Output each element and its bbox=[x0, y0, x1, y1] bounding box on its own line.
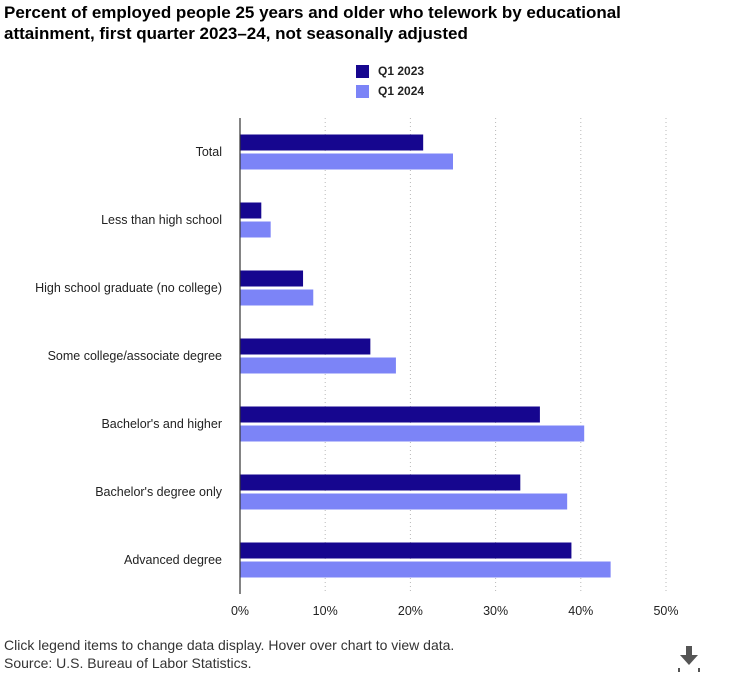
x-tick-label: 20% bbox=[398, 604, 423, 618]
x-tick-label: 30% bbox=[483, 604, 508, 618]
category-label: Some college/associate degree bbox=[48, 349, 222, 363]
chart-instructions: Click legend items to change data displa… bbox=[4, 637, 455, 653]
legend-item-q1-2023[interactable]: Q1 2023 bbox=[356, 61, 424, 81]
bar[interactable] bbox=[240, 357, 396, 374]
bar[interactable] bbox=[240, 202, 262, 219]
category-label: Total bbox=[196, 145, 222, 159]
download-icon bbox=[678, 646, 700, 672]
legend-item-q1-2024[interactable]: Q1 2024 bbox=[356, 81, 424, 101]
x-tick-labels: 0% 10% 20% 30% 40% 50% bbox=[231, 604, 679, 618]
bar[interactable] bbox=[240, 270, 304, 287]
bar[interactable] bbox=[240, 406, 540, 423]
legend-label-q1-2024: Q1 2024 bbox=[378, 84, 425, 98]
bar[interactable] bbox=[240, 338, 371, 355]
bar[interactable] bbox=[240, 425, 585, 442]
x-tick-label: 0% bbox=[231, 604, 249, 618]
download-button[interactable] bbox=[678, 646, 700, 672]
x-tick-label: 10% bbox=[313, 604, 338, 618]
source-note: Source: U.S. Bureau of Labor Statistics. bbox=[4, 655, 252, 671]
category-label: High school graduate (no college) bbox=[35, 281, 222, 295]
legend-swatch-q1-2023 bbox=[356, 64, 369, 78]
bar[interactable] bbox=[240, 289, 314, 306]
bar[interactable] bbox=[240, 542, 572, 559]
x-tick-label: 40% bbox=[568, 604, 593, 618]
category-label: Less than high school bbox=[101, 213, 222, 227]
bar[interactable] bbox=[240, 153, 453, 170]
bars bbox=[240, 134, 611, 578]
chart-title: Percent of employed people 25 years and … bbox=[4, 3, 621, 43]
category-labels: Total Less than high school High school gr… bbox=[35, 145, 223, 567]
x-tick-label: 50% bbox=[653, 604, 678, 618]
bar[interactable] bbox=[240, 493, 568, 510]
bar[interactable] bbox=[240, 134, 424, 151]
gridlines bbox=[324, 118, 667, 594]
bar-chart[interactable]: Total Less than high school High school gr… bbox=[0, 0, 740, 640]
category-label: Advanced degree bbox=[124, 553, 222, 567]
category-label: Bachelor's degree only bbox=[95, 485, 223, 499]
legend-swatch-q1-2024 bbox=[356, 84, 369, 98]
legend-label-q1-2023: Q1 2023 bbox=[378, 64, 425, 78]
bar[interactable] bbox=[240, 474, 521, 491]
legend: Q1 2023 Q1 2024 bbox=[356, 61, 424, 101]
category-label: Bachelor's and higher bbox=[101, 417, 222, 431]
bar[interactable] bbox=[240, 221, 271, 238]
bar[interactable] bbox=[240, 561, 611, 578]
